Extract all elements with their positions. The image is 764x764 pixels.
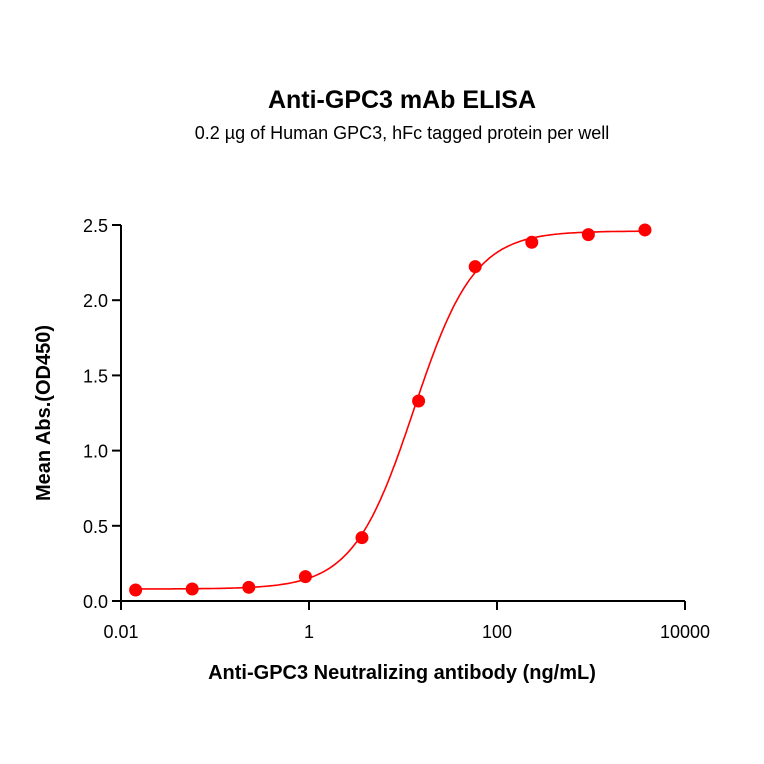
data-point: [525, 235, 539, 249]
data-point: [129, 583, 143, 597]
data-point: [581, 228, 595, 242]
x-tick-label: 1: [304, 622, 314, 642]
chart-title: Anti-GPC3 mAb ELISA: [268, 86, 536, 114]
y-tick-label: 0.0: [83, 592, 108, 612]
y-axis-label: Mean Abs.(OD450): [33, 325, 55, 501]
x-tick-label: 10000: [660, 622, 710, 642]
y-tick-label: 2.0: [83, 291, 108, 311]
data-point: [242, 580, 256, 594]
chart-subtitle: 0.2 µg of Human GPC3, hFc tagged protein…: [195, 123, 610, 143]
data-point: [185, 582, 199, 596]
y-tick-label: 1.5: [83, 366, 108, 386]
data-point: [638, 223, 652, 237]
fit-curve: [135, 230, 645, 590]
data-point: [355, 531, 369, 545]
data-point: [412, 394, 426, 408]
data-point: [468, 260, 482, 274]
x-tick-label: 100: [482, 622, 512, 642]
y-tick-label: 0.5: [83, 517, 108, 537]
x-tick-label: 0.01: [103, 622, 138, 642]
x-axis-label: Anti-GPC3 Neutralizing antibody (ng/mL): [208, 662, 596, 684]
y-tick-label: 1.0: [83, 442, 108, 462]
y-tick-label: 2.5: [83, 216, 108, 236]
data-point: [298, 570, 312, 584]
